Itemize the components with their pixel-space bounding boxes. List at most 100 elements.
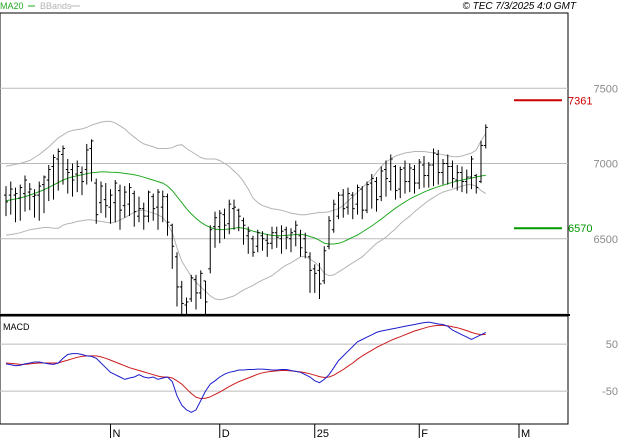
ohlc-bar xyxy=(374,177,379,212)
ohlc-bar xyxy=(113,180,118,223)
ohlc-bar xyxy=(426,161,431,188)
ohlc-bar xyxy=(236,208,241,232)
ohlc-bar xyxy=(341,189,346,218)
ohlc-bar xyxy=(270,226,274,250)
ohlc-bar xyxy=(37,181,42,221)
ohlc-bar xyxy=(260,231,265,251)
ohlc-bar xyxy=(146,190,151,223)
macd-y-tick-label: 50 xyxy=(606,339,618,351)
ohlc-bar xyxy=(27,183,32,211)
ohlc-bar xyxy=(51,154,56,200)
ohlc-bar xyxy=(99,181,103,214)
ohlc-bar xyxy=(398,166,403,199)
ohlc-bar xyxy=(464,169,469,194)
x-tick-label: N xyxy=(113,428,121,440)
ohlc-bar xyxy=(346,187,350,215)
ohlc-bar xyxy=(284,226,289,250)
x-tick-label: D xyxy=(222,428,230,440)
ohlc-bar xyxy=(56,148,61,191)
ohlc-bar xyxy=(388,154,393,191)
ohlc-bar xyxy=(18,184,23,221)
bbands-legend-label: BBands xyxy=(40,1,72,11)
price-y-tick-label: 6500 xyxy=(594,234,618,246)
ohlc-bar xyxy=(208,225,213,274)
ohlc-bar xyxy=(308,252,312,293)
ohlc-bar xyxy=(94,178,99,224)
macd-line xyxy=(5,321,487,413)
level-label: 7361 xyxy=(568,95,592,107)
ma20-legend-label: MA20 xyxy=(0,1,24,11)
ohlc-bar xyxy=(203,280,208,314)
ohlc-bar xyxy=(8,181,13,215)
ohlc-bar xyxy=(198,270,203,299)
ohlc-bar xyxy=(317,262,322,299)
ohlc-bar xyxy=(241,217,246,245)
ohlc-bar xyxy=(479,140,483,184)
ohlc-bar xyxy=(227,199,232,235)
ohlc-bar xyxy=(445,154,450,185)
ohlc-bar xyxy=(217,210,222,244)
ohlc-bar xyxy=(403,160,407,194)
x-tick-label: 25 xyxy=(317,428,329,440)
ohlc-bar xyxy=(137,196,141,223)
ohlc-bar xyxy=(431,148,436,187)
x-axis: N D 25 F M xyxy=(110,424,530,440)
ohlc-bar xyxy=(274,226,279,248)
ohlc-bar xyxy=(61,145,65,185)
bbands-upper-line xyxy=(5,120,487,216)
ohlc-bar xyxy=(246,226,251,254)
ohlc-bar xyxy=(23,175,27,212)
x-tick-label: M xyxy=(521,428,530,440)
ohlc-bar xyxy=(469,155,474,190)
ohlc-bar xyxy=(255,229,260,253)
ohlc-bar xyxy=(336,192,341,220)
ma20-line xyxy=(5,171,486,245)
ohlc-bar xyxy=(265,234,270,257)
ohlc-bar xyxy=(327,216,331,250)
ohlc-bar xyxy=(407,163,412,193)
ohlc-bar xyxy=(422,155,426,188)
ohlc-bar xyxy=(298,229,303,257)
ohlc-bar xyxy=(213,211,217,248)
macd-panel-label: MACD xyxy=(3,322,30,332)
ohlc-bar xyxy=(84,143,89,185)
ohlc-bar xyxy=(460,166,464,193)
ohlc-bar xyxy=(103,183,108,218)
panel-separator xyxy=(0,314,570,316)
ohlc-bar xyxy=(194,274,198,310)
ohlc-bar xyxy=(293,220,298,247)
ohlc-bar xyxy=(251,235,255,257)
ohlc-bar xyxy=(165,193,170,236)
price-y-tick-label: 7500 xyxy=(594,83,618,95)
ohlc-bar xyxy=(412,165,417,194)
ohlc-bar xyxy=(379,166,384,202)
ohlc-bar xyxy=(13,187,18,223)
ohlc-bar xyxy=(4,186,8,217)
ohlc-bar xyxy=(80,166,84,196)
ohlc-bar xyxy=(175,252,179,307)
price-y-ticks: 7500 7000 6500 xyxy=(594,83,618,246)
ohlc-bar xyxy=(355,184,360,215)
price-levels: 7361 6570 xyxy=(514,95,592,235)
ohlc-bar xyxy=(184,297,189,314)
ohlc-bar xyxy=(289,228,293,253)
macd-y-tick-label: -50 xyxy=(602,386,618,398)
ohlc-bar xyxy=(89,139,94,182)
ohlc-bar xyxy=(455,165,460,191)
ohlc-bar xyxy=(474,174,479,194)
ohlc-bars xyxy=(4,124,488,319)
ohlc-bar xyxy=(450,160,455,188)
ohlc-bar xyxy=(222,208,227,239)
ohlc-bar xyxy=(417,158,422,190)
bbands-lower-line xyxy=(5,184,487,301)
price-panel: 7500 7000 6500 7361 6570 xyxy=(0,12,618,319)
macd-gridlines xyxy=(0,343,568,392)
ohlc-bar xyxy=(122,186,127,218)
ohlc-bar xyxy=(360,186,365,220)
ohlc-bar xyxy=(170,223,175,269)
ohlc-bar xyxy=(232,199,236,230)
macd-panel: MACD 50 -50 xyxy=(0,315,618,425)
ohlc-bar xyxy=(483,124,488,149)
ohlc-bar xyxy=(132,190,137,227)
ohlc-bar xyxy=(151,193,156,221)
